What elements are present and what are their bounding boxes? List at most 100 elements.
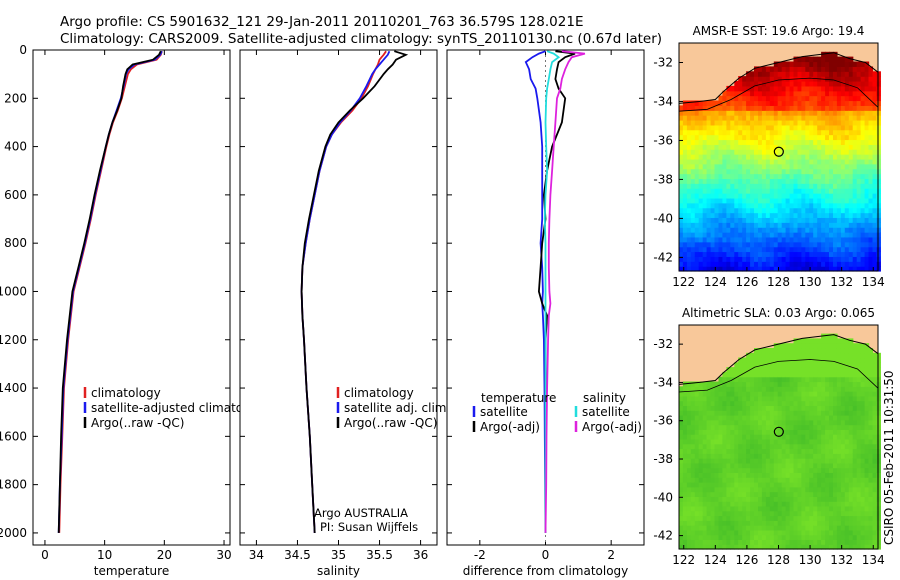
data-cell [836, 115, 842, 121]
data-cell [718, 120, 724, 126]
data-cell [836, 227, 842, 233]
title-line-1: Argo profile: CS 5901632_121 29-Jan-2011… [60, 14, 583, 30]
data-cell [769, 261, 775, 267]
data-cell [829, 510, 834, 517]
data-cell [864, 467, 870, 473]
data-cell [718, 391, 724, 397]
data-cell [781, 197, 787, 204]
data-cell [777, 183, 783, 189]
data-cell [702, 419, 708, 426]
data-cell [817, 124, 822, 131]
data-cell [758, 217, 763, 223]
data-cell [797, 261, 803, 267]
data-cell [840, 424, 846, 430]
data-cell [726, 391, 731, 397]
data-cell [714, 173, 720, 180]
data-cell [781, 76, 787, 82]
data-cell [738, 458, 743, 464]
data-cell [809, 261, 814, 267]
data-cell [836, 66, 842, 72]
data-cell [852, 505, 858, 512]
data-cell [758, 115, 763, 121]
data-cell [761, 178, 767, 184]
data-cell [813, 448, 818, 454]
data-cell [872, 458, 878, 464]
data-cell [734, 105, 739, 111]
data-cell [864, 453, 870, 459]
data-cell [679, 256, 684, 262]
data-cell [809, 419, 814, 426]
data-cell [856, 415, 862, 421]
data-cell [734, 453, 739, 459]
data-cell [730, 241, 735, 248]
data-cell [833, 188, 838, 194]
data-cell [785, 376, 791, 383]
data-cell [698, 158, 704, 165]
data-cell [710, 434, 716, 440]
data-cell [864, 525, 870, 531]
data-cell [722, 217, 727, 223]
data-cell [848, 520, 854, 526]
data-cell [758, 434, 763, 440]
data-cell [706, 381, 712, 387]
data-cell [718, 241, 724, 248]
data-cell [722, 100, 727, 106]
data-cell [734, 178, 739, 184]
data-cell [789, 534, 795, 540]
data-cell [801, 163, 806, 170]
data-cell [702, 482, 708, 488]
data-cell [761, 202, 767, 209]
data-cell [876, 193, 881, 199]
data-cell [860, 415, 866, 421]
data-cell [718, 110, 724, 116]
data-cell [714, 129, 720, 136]
data-cell [754, 241, 759, 248]
data-cell [758, 505, 763, 512]
data-cell [726, 505, 731, 512]
data-cell [797, 367, 803, 373]
data-cell [730, 496, 735, 502]
data-cell [821, 381, 826, 387]
data-cell [781, 544, 787, 550]
data-cell [754, 352, 759, 359]
data-cell [694, 458, 700, 464]
data-cell [734, 448, 739, 454]
data-cell [718, 453, 724, 459]
data-cell [698, 410, 704, 416]
data-cell [738, 424, 743, 430]
data-cell [690, 266, 696, 272]
data-cell [876, 173, 881, 180]
data-cell [785, 154, 791, 160]
data-cell [726, 202, 731, 209]
data-cell [726, 386, 731, 392]
data-cell [876, 154, 881, 160]
data-cell [769, 352, 775, 359]
data-cell [777, 193, 783, 199]
data-cell [726, 95, 731, 102]
data-cell [856, 371, 862, 378]
data-cell [777, 173, 783, 180]
data-cell [758, 85, 763, 92]
data-cell [856, 477, 862, 483]
data-cell [682, 391, 688, 397]
data-cell [730, 115, 735, 121]
data-cell [852, 400, 858, 406]
data-cell [706, 168, 712, 175]
data-cell [840, 134, 846, 141]
data-cell [754, 158, 759, 165]
data-cell [848, 391, 854, 397]
data-cell [742, 376, 747, 383]
data-cell [750, 486, 755, 493]
data-cell [781, 371, 787, 378]
data-cell [750, 168, 755, 175]
data-cell [742, 212, 747, 218]
data-cell [793, 56, 799, 63]
data-cell [833, 424, 838, 430]
data-cell [829, 534, 834, 540]
data-cell [686, 129, 692, 136]
data-cell [750, 222, 755, 228]
data-cell [840, 105, 846, 111]
data-cell [852, 539, 858, 545]
data-cell [852, 448, 858, 454]
data-cell [813, 120, 818, 126]
